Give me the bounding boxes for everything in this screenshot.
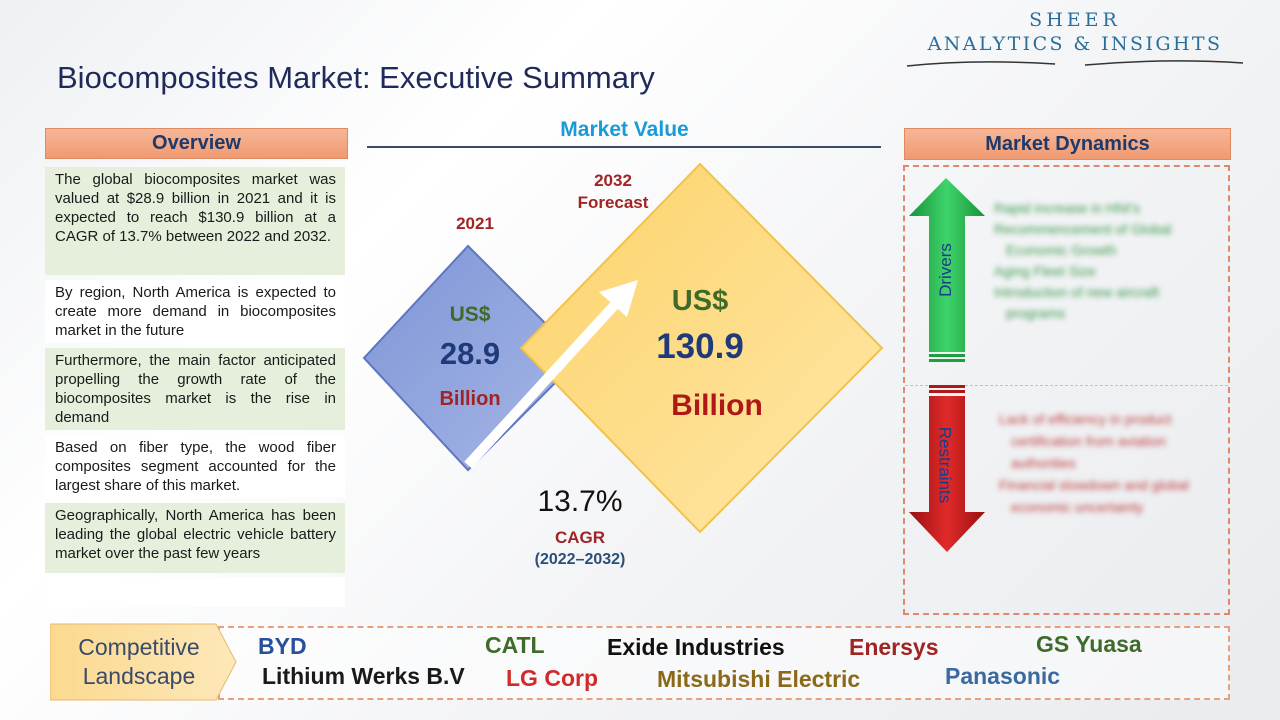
cagr-period: (2022–2032): [534, 551, 626, 568]
us-dollar-2032: US$: [671, 285, 729, 317]
market-value-title: Market Value: [560, 118, 689, 141]
driver-item: Introduction of new aircraft programs: [994, 284, 1159, 321]
value-2021: 28.9: [439, 336, 501, 371]
value-2032: 130.9: [656, 327, 744, 366]
landscape-label: Competitive Landscape: [54, 633, 224, 691]
cagr-value: 13.7%: [537, 485, 623, 518]
company-gs-yuasa: GS Yuasa: [1036, 631, 1142, 657]
growth-arrow-icon: [464, 280, 638, 469]
drivers-label-wrap: Drivers: [931, 185, 961, 355]
company-catl: CATL: [485, 632, 545, 658]
market-value-divider: [367, 146, 881, 148]
diamond-2032: [519, 162, 884, 534]
overview-item-5: Geographically, North America has been l…: [45, 503, 345, 573]
company-mitsubishi-electric: Mitsubishi Electric: [657, 666, 861, 692]
year-2021-label: 2021: [456, 214, 494, 233]
market-dynamics-box: [903, 165, 1230, 615]
market-dynamics-header: Market Dynamics: [904, 128, 1231, 160]
restraints-label: Restraints: [935, 426, 954, 504]
company-lithium-werks: Lithium Werks B.V: [262, 663, 465, 689]
driver-up-arrow-icon: [909, 178, 985, 362]
overview-item-3: Furthermore, the main factor anticipated…: [45, 348, 345, 430]
unit-2032: Billion: [671, 389, 763, 422]
logo-line2: ANALYTICS & INSIGHTS: [927, 33, 1223, 55]
driver-item: Rapid increase in HNI's: [994, 200, 1140, 216]
restraint-item: Lack of efficiency in product certificat…: [999, 411, 1172, 471]
company-exide-industries: Exide Industries: [607, 634, 785, 660]
page-title: Biocomposites Market: Executive Summary: [57, 60, 655, 95]
overview-item-4: Based on fiber type, the wood fiber comp…: [45, 435, 345, 498]
drivers-label: Drivers: [936, 243, 955, 297]
company-logo: SHEER ANALYTICS & INSIGHTS: [905, 8, 1245, 70]
driver-item: Recommencement of Global Economic Growth: [994, 221, 1172, 258]
restraint-item: Financial slowdown and global economic u…: [999, 477, 1189, 515]
forecast-label: Forecast: [577, 193, 649, 212]
dynamics-arrows: [909, 178, 985, 552]
year-2032-label: 2032 Forecast: [560, 170, 666, 214]
competitive-landscape-strip: [218, 626, 1230, 700]
unit-2021: Billion: [439, 388, 501, 410]
restraint-down-arrow-icon: [909, 385, 985, 552]
overview-item-1: The global biocomposites market was valu…: [45, 167, 345, 275]
overview-item-empty: [45, 577, 345, 607]
restraints-label-wrap: Restraints: [929, 385, 959, 545]
landscape-label-line1: Competitive: [78, 634, 200, 660]
landscape-label-line2: Landscape: [82, 663, 196, 689]
cagr-label: CAGR: [554, 528, 606, 547]
overview-item-2: By region, North America is expected to …: [45, 280, 345, 343]
driver-item: Aging Fleet Size: [994, 263, 1096, 279]
diamond-2021: [362, 244, 582, 472]
company-byd: BYD: [258, 633, 307, 659]
company-lg-corp: LG Corp: [506, 665, 598, 691]
us-dollar-2021: US$: [449, 303, 491, 326]
logo-line1: SHEER: [1029, 9, 1121, 31]
year-2032: 2032: [594, 171, 632, 190]
drivers-list: Rapid increase in HNI's Recommencement o…: [992, 198, 1217, 324]
company-panasonic: Panasonic: [945, 663, 1061, 689]
logo-swoosh-icon: [906, 60, 1244, 67]
restraints-list: Lack of efficiency in product certificat…: [997, 408, 1212, 518]
dynamics-divider: [905, 385, 1228, 386]
overview-header: Overview: [45, 128, 348, 159]
landscape-label-arrow: [50, 623, 237, 701]
market-value-diagram: [362, 162, 884, 534]
company-enersys: Enersys: [849, 634, 939, 660]
